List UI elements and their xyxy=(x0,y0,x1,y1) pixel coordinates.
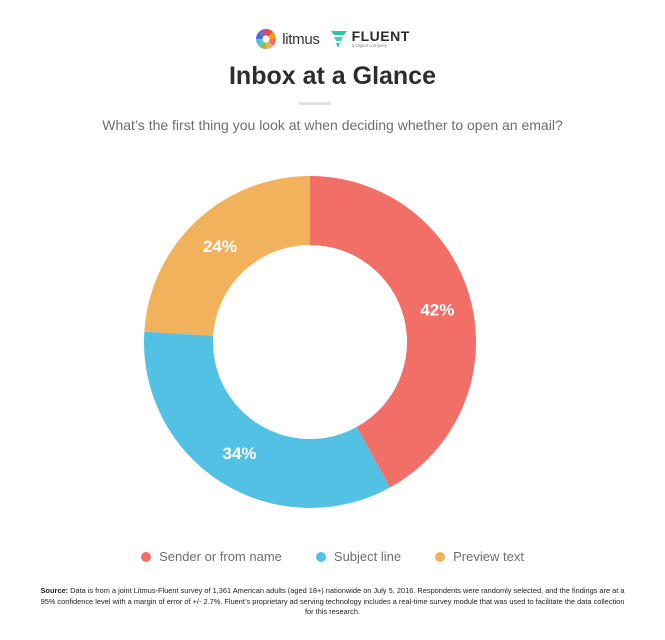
title-divider xyxy=(299,102,331,105)
fluent-logo: FLUENT a Digital company xyxy=(330,29,410,49)
fluent-tagline: a Digital company xyxy=(351,43,388,49)
source-note: Source: Data is from a joint Litmus-Flue… xyxy=(40,586,625,618)
slice-preview xyxy=(144,176,310,336)
legend-label-subject: Subject line xyxy=(333,549,402,564)
legend-dot-subject xyxy=(315,551,326,562)
litmus-wheel-icon xyxy=(256,29,277,49)
legend-label-sender: Sender or from name xyxy=(159,549,282,564)
slice-sender xyxy=(310,176,476,488)
legend-item-sender: Sender or from name xyxy=(141,549,282,564)
chart-subtitle: What’s the first thing you look at when … xyxy=(102,117,563,133)
data-label-preview: 24% xyxy=(203,237,237,256)
brand-logos: litmus FLUENT a Digital company xyxy=(0,28,665,50)
chart-legend: Sender or from name Subject line Preview… xyxy=(0,549,665,564)
chart-title: Inbox at a Glance xyxy=(228,62,436,90)
legend-item-preview: Preview text xyxy=(435,549,524,564)
slice-subject xyxy=(144,331,390,508)
data-label-sender: 42% xyxy=(420,300,454,319)
legend-dot-sender xyxy=(141,551,152,562)
fluent-f-icon xyxy=(330,31,347,48)
legend-item-subject: Subject line xyxy=(315,549,402,564)
litmus-wordmark: litmus xyxy=(282,30,320,48)
source-text: Data is from a joint Litmus-Fluent surve… xyxy=(40,586,625,616)
data-label-subject: 34% xyxy=(223,444,257,463)
legend-dot-preview xyxy=(435,551,446,562)
legend-label-preview: Preview text xyxy=(453,549,524,564)
source-label: Source: xyxy=(40,586,69,595)
litmus-logo: litmus xyxy=(255,28,320,50)
fluent-wordmark: FLUENT xyxy=(351,28,410,45)
